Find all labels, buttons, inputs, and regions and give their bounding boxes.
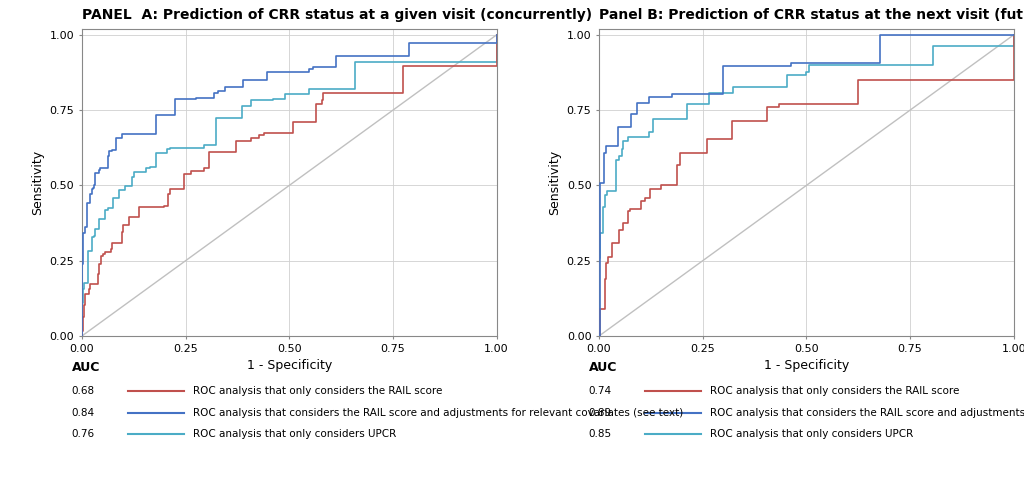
Text: PANEL  A: Prediction of CRR status at a given visit (concurrently): PANEL A: Prediction of CRR status at a g… xyxy=(82,8,592,22)
Y-axis label: Sensitivity: Sensitivity xyxy=(548,150,561,215)
Text: Panel B: Prediction of CRR status at the next visit (future course): Panel B: Prediction of CRR status at the… xyxy=(599,8,1024,22)
X-axis label: 1 - Specificity: 1 - Specificity xyxy=(764,359,849,372)
Text: 0.85: 0.85 xyxy=(589,430,612,439)
Text: 0.84: 0.84 xyxy=(72,408,95,418)
Text: 0.89: 0.89 xyxy=(589,408,612,418)
Text: 0.74: 0.74 xyxy=(589,386,612,396)
Text: 0.68: 0.68 xyxy=(72,386,95,396)
Text: ROC analysis that only considers the RAIL score: ROC analysis that only considers the RAI… xyxy=(193,386,442,396)
Y-axis label: Sensitivity: Sensitivity xyxy=(31,150,44,215)
Text: ROC analysis that considers the RAIL score and adjustments for relevant covariat: ROC analysis that considers the RAIL sco… xyxy=(193,408,683,418)
Text: ROC analysis that considers the RAIL score and adjustments for relevant covariat: ROC analysis that considers the RAIL sco… xyxy=(710,408,1024,418)
Text: 0.76: 0.76 xyxy=(72,430,95,439)
Text: ROC analysis that only considers the RAIL score: ROC analysis that only considers the RAI… xyxy=(710,386,959,396)
Text: ROC analysis that only considers UPCR: ROC analysis that only considers UPCR xyxy=(710,430,912,439)
Text: AUC: AUC xyxy=(589,360,617,374)
Text: AUC: AUC xyxy=(72,360,100,374)
X-axis label: 1 - Specificity: 1 - Specificity xyxy=(247,359,332,372)
Text: ROC analysis that only considers UPCR: ROC analysis that only considers UPCR xyxy=(193,430,395,439)
